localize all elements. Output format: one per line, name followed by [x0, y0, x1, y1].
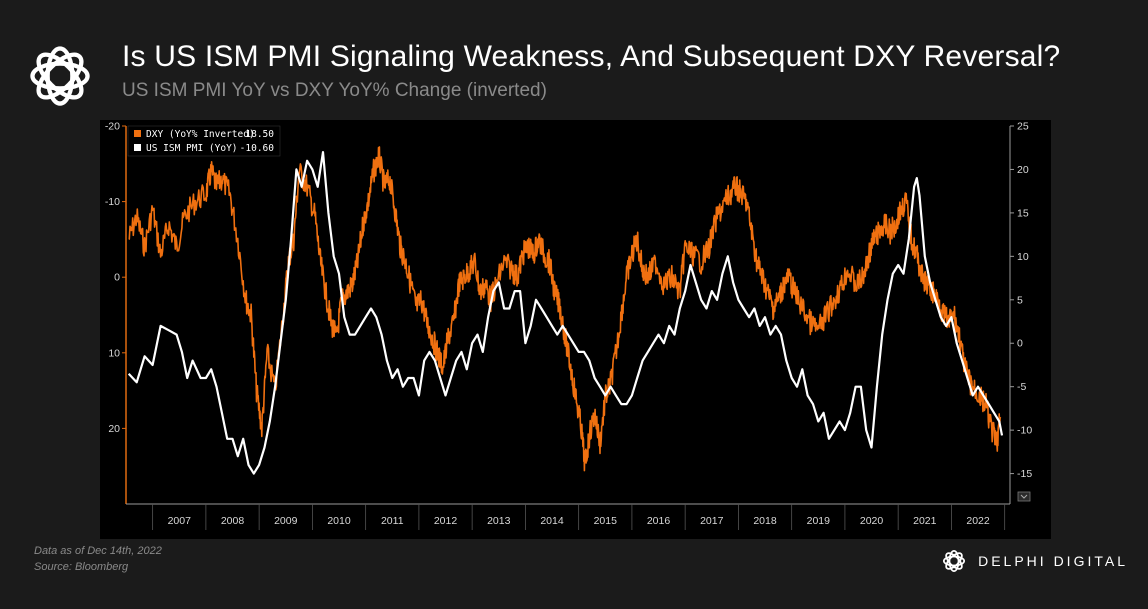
x-axis-ticks: 2007 2008 2009 2010 2011 2012 2013 2014 2015 2016… — [152, 504, 1006, 530]
x-tick-label: 2010 — [327, 515, 351, 527]
page-title: Is US ISM PMI Signaling Weakness, And Su… — [122, 40, 1061, 73]
right-tick-label: -5 — [1017, 381, 1026, 393]
legend: DXY (YoY% Inverted) 18.50 US ISM PMI (Yo… — [127, 125, 281, 157]
legend-label-dxy: DXY (YoY% Inverted) — [146, 129, 255, 140]
left-tick-label: -20 — [105, 121, 120, 133]
right-tick-label: 20 — [1017, 164, 1029, 176]
x-tick-label: 2008 — [221, 515, 245, 527]
plot-background — [100, 120, 1051, 539]
series-lines — [127, 146, 1004, 475]
series-line-dxy — [128, 146, 1002, 472]
right-tick-label: 5 — [1017, 294, 1023, 306]
x-tick-label: 2021 — [913, 515, 937, 527]
left-axis-ticks: -20 -10 0 10 20 — [105, 121, 126, 435]
footnote-source: Source: Bloomberg — [34, 561, 129, 573]
footnote-date: Data as of Dec 14th, 2022 — [34, 545, 162, 557]
x-tick-label: 2012 — [434, 515, 458, 527]
legend-swatch-pmi — [134, 144, 141, 151]
x-tick-label: 2007 — [168, 515, 192, 527]
right-tick-label: 25 — [1017, 121, 1029, 133]
legend-swatch-dxy — [134, 130, 141, 137]
legend-value-pmi: -10.60 — [240, 143, 275, 154]
x-tick-label: 2014 — [540, 515, 564, 527]
series-line-pmi — [127, 150, 1004, 475]
left-tick-label: -10 — [105, 196, 120, 208]
legend-label-pmi: US ISM PMI (YoY) — [146, 143, 238, 154]
x-tick-label: 2017 — [700, 515, 724, 527]
delphi-knot-logo-icon — [30, 46, 90, 106]
dual-axis-line-chart: 2007 2008 2009 2010 2011 2012 2013 2014 2015 2016… — [100, 120, 1051, 539]
left-tick-label: 0 — [114, 272, 120, 284]
x-tick-label: 2020 — [860, 515, 884, 527]
right-tick-label: 10 — [1017, 251, 1029, 263]
right-tick-label: -10 — [1017, 425, 1032, 437]
x-tick-label: 2013 — [487, 515, 511, 527]
chart-options-icon[interactable] — [1017, 491, 1031, 502]
x-tick-label: 2011 — [381, 515, 404, 527]
x-tick-label: 2019 — [807, 515, 831, 527]
right-tick-label: 15 — [1017, 207, 1029, 219]
brand: DELPHI DIGITAL — [940, 547, 1128, 575]
legend-box — [127, 125, 281, 157]
legend-value-dxy: 18.50 — [245, 129, 274, 140]
right-tick-label: 0 — [1017, 338, 1023, 350]
x-tick-label: 2016 — [647, 515, 671, 527]
x-tick-label: 2015 — [594, 515, 618, 527]
page-subtitle: US ISM PMI YoY vs DXY YoY% Change (inver… — [122, 80, 547, 101]
delphi-knot-logo-icon — [943, 549, 966, 573]
x-tick-label: 2009 — [274, 515, 298, 527]
x-tick-label: 2018 — [753, 515, 777, 527]
x-tick-label: 2022 — [966, 515, 990, 527]
right-axis-ticks: -15 -10 -5 0 5 10 15 20 25 — [1010, 121, 1032, 480]
left-tick-label: 10 — [108, 347, 120, 359]
left-tick-label: 20 — [108, 423, 120, 435]
brand-name: DELPHI DIGITAL — [978, 553, 1128, 569]
right-tick-label: -15 — [1017, 468, 1032, 480]
chart-frame: 2007 2008 2009 2010 2011 2012 2013 2014 2015 2016… — [100, 120, 1051, 539]
